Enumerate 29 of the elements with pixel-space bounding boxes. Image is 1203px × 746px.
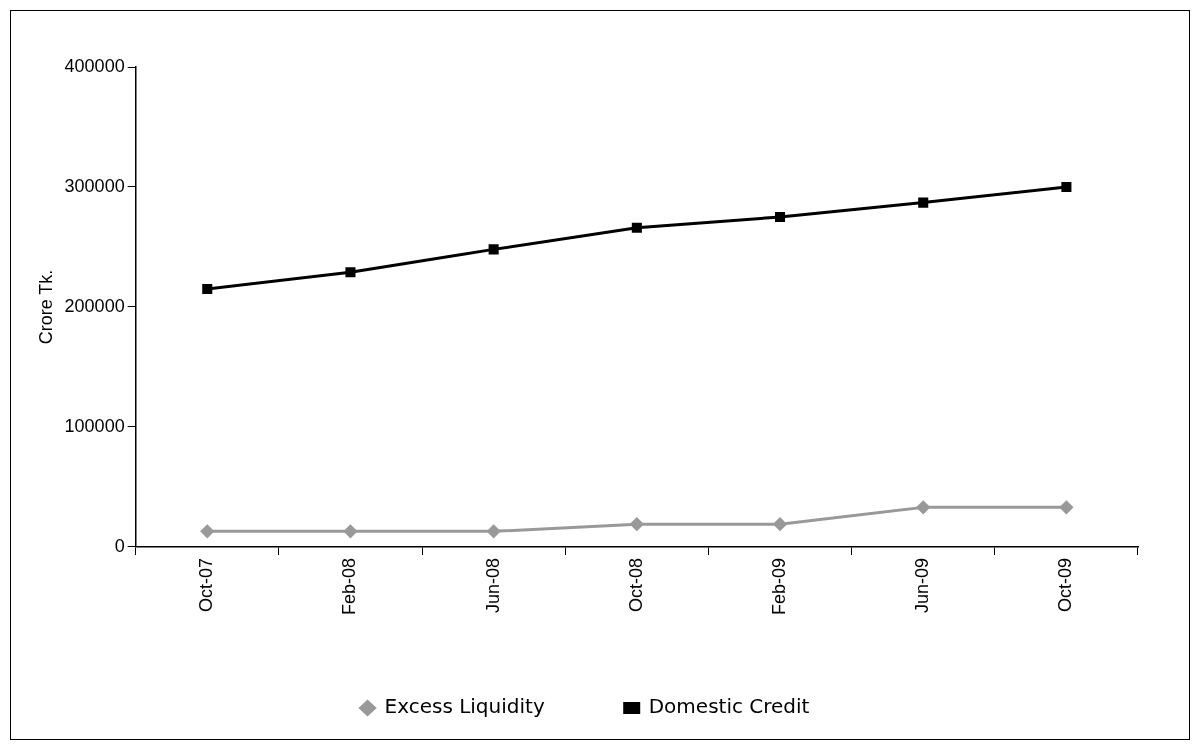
legend-label: Excess Liquidity bbox=[384, 694, 545, 719]
x-tick-label: Oct-09 bbox=[1055, 557, 1076, 612]
point bbox=[487, 524, 501, 538]
point bbox=[202, 283, 213, 295]
y-tick-label: 400000 bbox=[64, 55, 125, 76]
x-tick-label: Feb-09 bbox=[768, 557, 789, 616]
x-tick-label: Jun-08 bbox=[482, 557, 503, 614]
y-tick-label: 0 bbox=[114, 535, 125, 556]
point bbox=[488, 244, 499, 255]
point bbox=[345, 267, 356, 278]
y-tick-label: 100000 bbox=[64, 415, 125, 436]
point bbox=[631, 222, 642, 233]
x-tick-label: Feb-08 bbox=[339, 557, 360, 616]
y-axis-title: Crore Tk. bbox=[35, 269, 56, 345]
y-tick-label: 200000 bbox=[64, 295, 125, 316]
x-tick-label: Jun-09 bbox=[912, 557, 933, 614]
point bbox=[916, 500, 930, 514]
legend-label: Domestic Credit bbox=[648, 694, 810, 719]
point bbox=[200, 524, 214, 538]
x-tick-label: Oct-07 bbox=[196, 557, 217, 612]
point bbox=[918, 197, 929, 208]
x-tick-label: Oct-08 bbox=[625, 557, 646, 612]
y-tick-label: 300000 bbox=[64, 175, 125, 196]
point bbox=[1061, 181, 1072, 193]
point bbox=[773, 517, 787, 531]
point bbox=[630, 517, 644, 531]
point bbox=[774, 211, 786, 223]
point bbox=[343, 524, 357, 538]
point bbox=[1059, 500, 1073, 514]
